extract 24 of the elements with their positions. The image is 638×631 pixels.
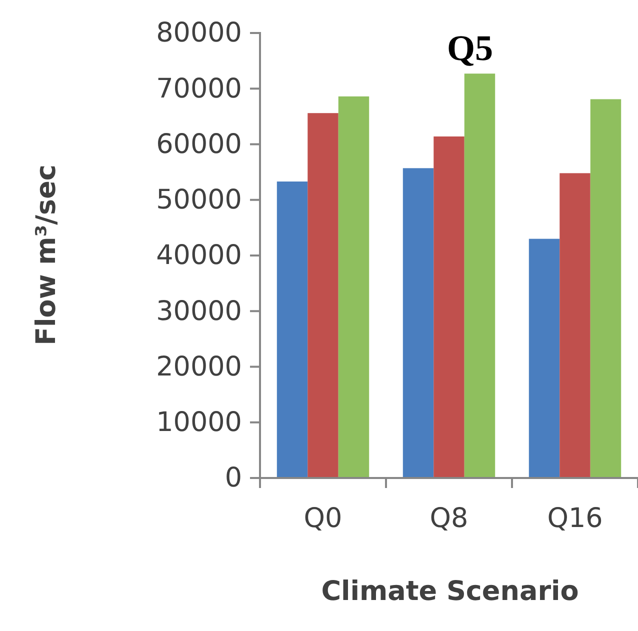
y-tick-label: 50000	[156, 184, 242, 216]
y-tick-label: 30000	[156, 296, 242, 327]
bar	[464, 74, 496, 478]
x-axis-title: Climate Scenario	[321, 576, 579, 607]
bar	[308, 113, 338, 478]
y-tick-label: 10000	[156, 407, 242, 438]
chart-title: Q5	[446, 28, 494, 68]
bar	[434, 136, 464, 478]
y-tick-label: 60000	[156, 128, 242, 160]
x-tick-label: Q8	[430, 503, 468, 534]
bar	[338, 96, 370, 478]
bar	[402, 168, 434, 478]
y-tick-label: 40000	[156, 240, 242, 272]
y-tick-label: 20000	[156, 351, 242, 382]
bar	[590, 99, 622, 478]
bar	[528, 238, 560, 478]
y-tick-label: 80000	[156, 18, 242, 49]
y-tick-label: 70000	[156, 73, 242, 104]
y-axis-title: Flow m³/sec	[31, 164, 62, 346]
bar	[560, 173, 590, 478]
y-tick-label: 0	[224, 462, 242, 494]
x-tick-label: Q0	[304, 503, 342, 534]
x-tick-label: Q16	[547, 503, 603, 534]
bar	[276, 182, 308, 478]
